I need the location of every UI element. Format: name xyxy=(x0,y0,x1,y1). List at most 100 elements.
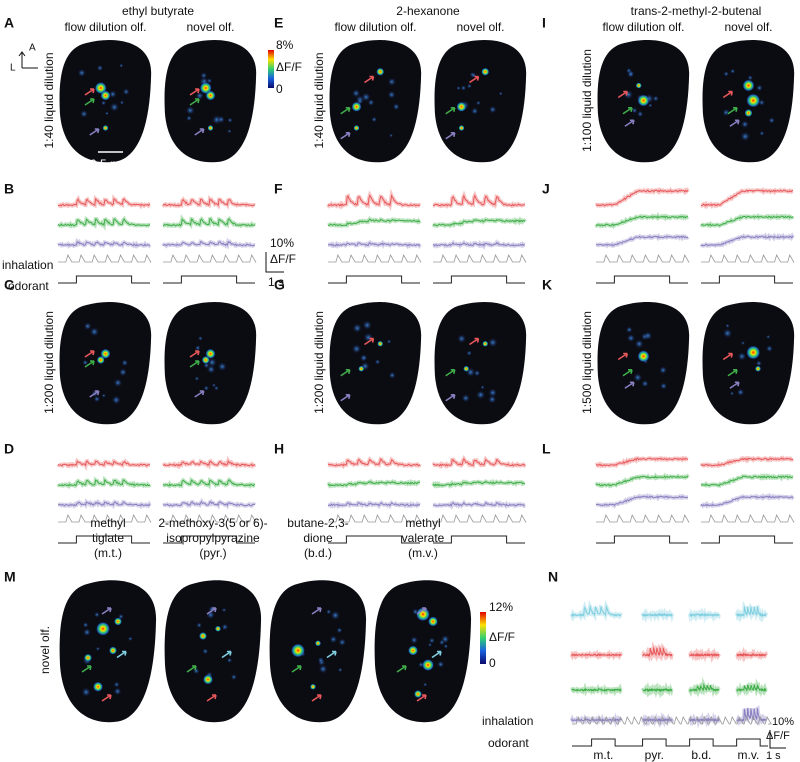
glomerulus xyxy=(325,609,332,615)
odorant-title: 2-hexanone xyxy=(396,4,460,18)
glomerulus xyxy=(746,93,761,108)
glomerulus xyxy=(456,101,467,112)
glomerulus xyxy=(200,72,208,79)
glomerulus xyxy=(635,82,642,89)
scale-label: 1 s xyxy=(268,275,284,289)
glomerulus xyxy=(199,632,207,640)
inhalation-trace xyxy=(701,513,795,523)
glomerulus xyxy=(114,617,122,626)
glomerulus xyxy=(215,625,221,632)
trace xyxy=(327,193,421,207)
arrow xyxy=(340,393,351,402)
glomerulus xyxy=(386,339,392,344)
dilution-label: 1:200 liquid dilution xyxy=(312,311,326,414)
inhalation-trace xyxy=(163,253,257,263)
glomerulus xyxy=(82,621,89,628)
glomerulus xyxy=(203,385,210,391)
inhalation-trace xyxy=(596,513,690,523)
glomerulus xyxy=(221,623,229,631)
glomerulus xyxy=(725,323,730,329)
glomerulus xyxy=(197,335,203,341)
odorant-tick-label: b.d. xyxy=(691,748,711,762)
trace xyxy=(571,604,622,618)
glomerulus xyxy=(457,334,467,344)
trace xyxy=(689,652,720,658)
glomerulus xyxy=(367,98,375,107)
glomerulus xyxy=(388,371,396,379)
image-label: novel olf. xyxy=(456,20,504,34)
inhalation-trace xyxy=(701,253,795,263)
glomerulus xyxy=(122,88,130,96)
row-label: inhalation xyxy=(2,258,53,272)
glomerulus xyxy=(96,64,104,72)
glomerulus xyxy=(207,125,214,131)
trace xyxy=(58,501,151,507)
glomerulus xyxy=(329,635,338,644)
trace xyxy=(57,218,150,227)
glomerulus xyxy=(652,95,660,102)
odorant-tick-label: m.v. xyxy=(738,748,760,762)
arrow xyxy=(291,665,302,673)
trace xyxy=(736,652,767,658)
arrow xyxy=(729,381,740,389)
arrow xyxy=(326,650,337,659)
inhalation-trace xyxy=(58,513,152,523)
trace xyxy=(433,502,526,507)
panel-letter: I xyxy=(542,15,546,31)
image-label: flow dilution olf. xyxy=(334,20,416,34)
trace xyxy=(736,605,767,618)
glomerulus xyxy=(428,616,438,627)
row-label: odorant xyxy=(488,736,529,750)
glomerulus xyxy=(374,358,381,365)
colorbar-label: ΔF/F xyxy=(276,60,302,74)
glomerulus xyxy=(226,657,233,664)
panel-letter: F xyxy=(274,181,283,197)
arrow xyxy=(727,368,738,377)
trace xyxy=(736,683,767,693)
glomerulus xyxy=(96,356,105,364)
glomerulus xyxy=(82,628,92,637)
image-label: novel olf. xyxy=(186,20,234,34)
trace xyxy=(432,480,526,487)
glomerulus xyxy=(351,344,362,354)
arrow xyxy=(206,694,217,702)
glomerulus xyxy=(205,348,216,359)
glomerulus xyxy=(310,683,316,690)
glomerulus xyxy=(185,105,195,116)
glomerulus xyxy=(371,116,378,123)
glomerulus xyxy=(196,622,203,629)
arrow xyxy=(364,337,375,346)
image-label: novel olf. xyxy=(724,20,772,34)
bulb-image xyxy=(329,39,422,163)
image-label: flow dilution olf. xyxy=(64,20,146,34)
trace xyxy=(162,459,256,467)
trace xyxy=(328,241,421,247)
odorant-trace xyxy=(596,535,688,544)
bulb-image xyxy=(434,301,527,425)
glomerulus xyxy=(127,636,133,642)
arrow xyxy=(206,607,217,615)
glomerulus xyxy=(109,646,117,655)
odorant-label: (pyr.) xyxy=(199,546,226,560)
dilution-label: 1:40 liquid dilution xyxy=(42,52,56,148)
scale-label: 10% xyxy=(772,716,794,728)
arrow xyxy=(189,88,200,96)
glomerulus xyxy=(203,674,213,685)
arrow xyxy=(445,131,456,140)
glomerulus xyxy=(93,395,101,403)
trace xyxy=(432,218,526,227)
glomerulus xyxy=(84,653,92,662)
glomerulus xyxy=(438,639,445,646)
glomerulus xyxy=(336,627,343,634)
arrow xyxy=(221,650,232,659)
trace xyxy=(642,687,673,693)
glomerulus xyxy=(742,79,755,92)
arrow xyxy=(311,607,322,615)
glomerulus xyxy=(643,331,653,341)
trace-band xyxy=(700,472,794,489)
glomerulus xyxy=(470,107,479,115)
glomerulus xyxy=(101,393,106,398)
glomerulus xyxy=(408,645,418,656)
glomerulus xyxy=(338,638,347,647)
glomerulus xyxy=(362,320,373,331)
